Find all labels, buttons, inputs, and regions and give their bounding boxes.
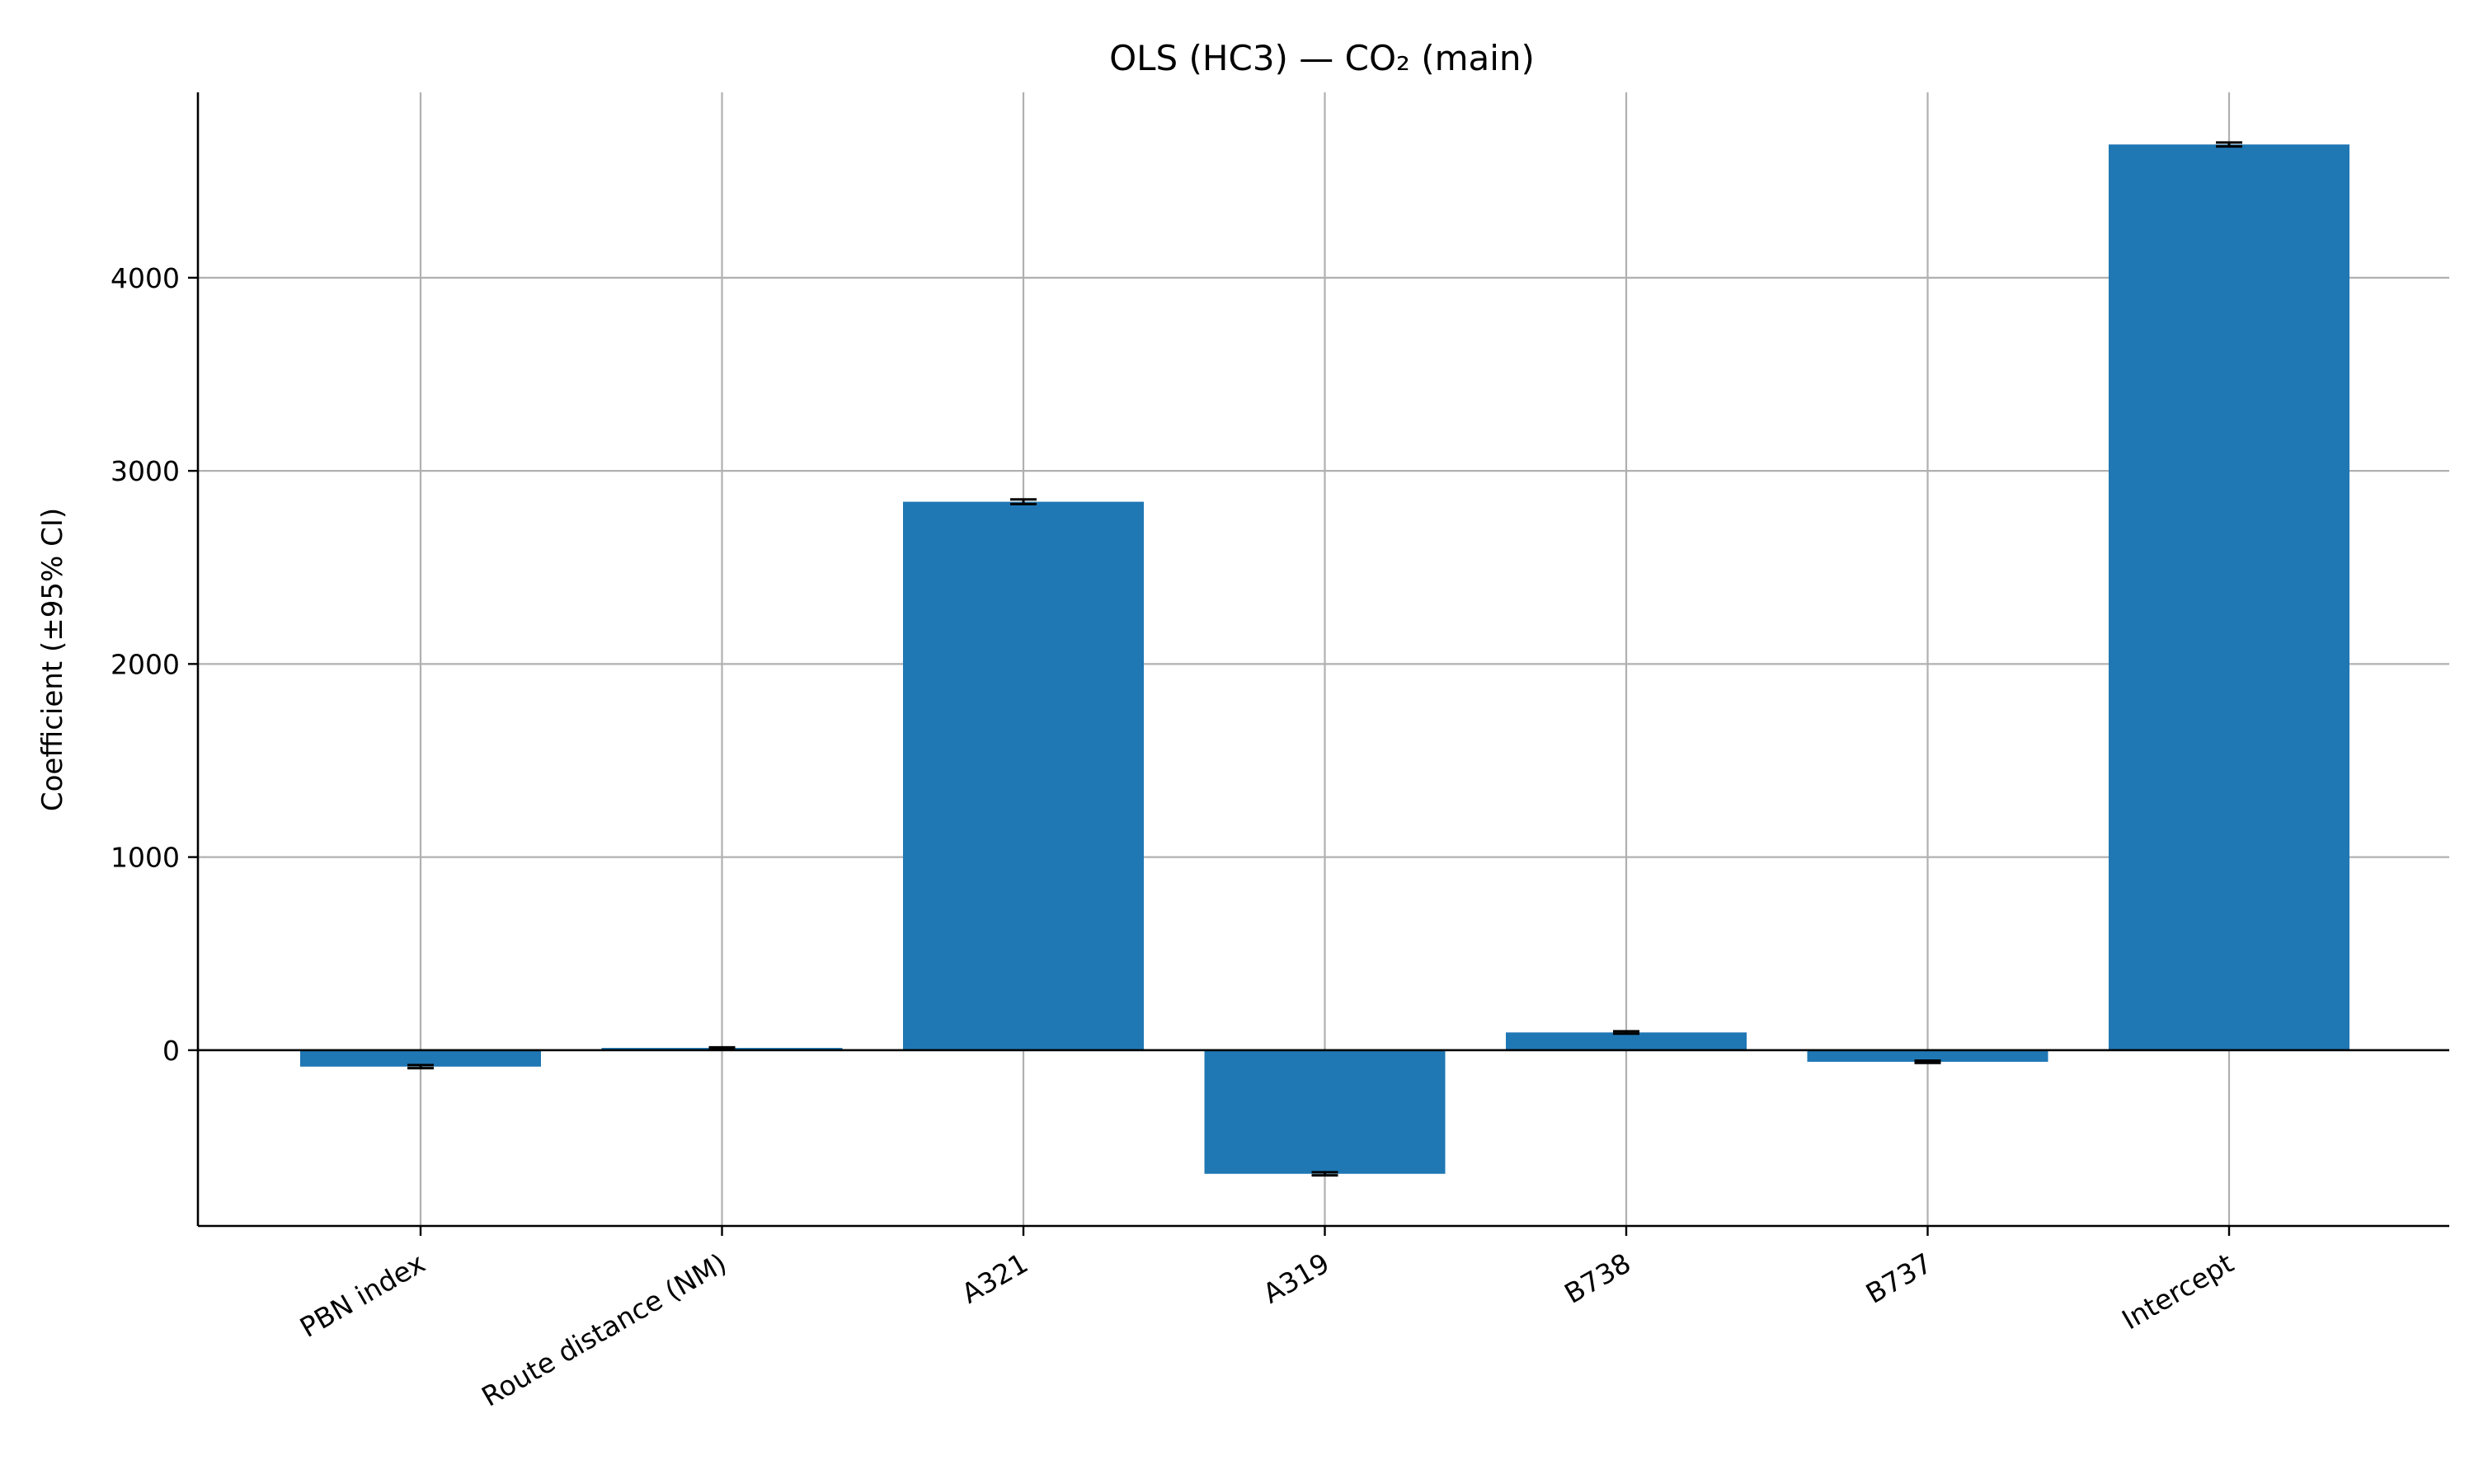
- y-tick-label: 2000: [111, 648, 180, 680]
- y-tick-label: 3000: [111, 455, 180, 487]
- bar: [2109, 144, 2349, 1050]
- x-tick-label: A321: [956, 1247, 1033, 1310]
- bar: [1807, 1050, 2048, 1062]
- y-tick-label: 0: [162, 1035, 180, 1067]
- bar: [1506, 1032, 1747, 1050]
- x-ticks: PBN index Route distance (NM) A321 A319 B738…: [294, 1226, 2239, 1413]
- x-tick-label: A319: [1258, 1247, 1335, 1310]
- bar: [1204, 1050, 1446, 1174]
- y-tick-label: 1000: [111, 842, 180, 874]
- x-tick-label: Intercept: [2116, 1247, 2239, 1336]
- y-gridlines: [198, 276, 2449, 1051]
- bar: [903, 501, 1144, 1050]
- bar: [300, 1050, 541, 1067]
- x-tick-label: Route distance (NM): [476, 1247, 731, 1413]
- y-axis-label: Coefficient (±95% CI): [36, 508, 69, 811]
- x-tick-label: B737: [1860, 1247, 1938, 1310]
- x-tick-label: PBN index: [294, 1247, 430, 1344]
- chart-title: OLS (HC3) — CO₂ (main): [1109, 38, 1535, 78]
- bars: [300, 144, 2349, 1174]
- axes: [196, 92, 2449, 1228]
- y-tick-label: 4000: [111, 262, 180, 294]
- y-ticks: 0 1000 2000 3000 4000: [111, 262, 198, 1067]
- x-tick-label: B738: [1559, 1247, 1636, 1310]
- error-bars: [407, 141, 2242, 1177]
